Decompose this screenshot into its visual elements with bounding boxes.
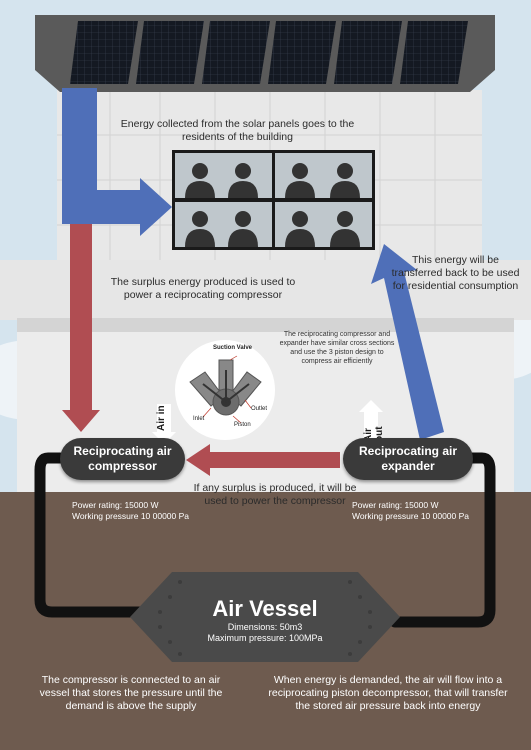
solar-panels <box>70 21 468 84</box>
red-arrow-to-compressor <box>62 224 100 432</box>
transferred-back-text: This energy will be transferred back to … <box>391 254 520 292</box>
red-arrow-surplus <box>186 444 340 476</box>
air-vessel-shape <box>130 572 400 662</box>
expander-power: Power rating: 15000 W <box>352 500 439 510</box>
air-in-arrow-icon <box>152 404 176 444</box>
vessel-dimensions: Dimensions: 50m3 <box>227 622 303 632</box>
label-suction-valve: Suction Valve <box>213 345 253 351</box>
vessel-title: Air Vessel <box>212 596 318 621</box>
piston-note-text: The reciprocating compressor and expande… <box>279 331 395 365</box>
expander-title: Reciprocating air expander <box>358 444 458 473</box>
energy-demanded-text: When energy is demanded, the air will fl… <box>268 674 508 712</box>
blue-arrow-back-to-building <box>371 244 444 440</box>
compressor-pressure: Working pressure 10 00000 Pa <box>72 511 190 521</box>
expander-pill: Reciprocating air expander <box>343 438 473 480</box>
surplus-loop-text: If any surplus is produced, it will be u… <box>193 482 357 507</box>
blue-arrow-to-residents <box>62 88 172 236</box>
residents-people-icon <box>175 153 372 247</box>
label-piston: Piston <box>234 422 251 428</box>
compressor-power: Power rating: 15000 W <box>72 500 159 510</box>
label-inlet: Inlet <box>193 416 205 422</box>
air-out-arrow-icon <box>359 400 383 444</box>
piston-cross-section-icon <box>189 355 262 424</box>
label-outlet: Outlet <box>251 406 268 412</box>
piston-diagram <box>175 340 275 440</box>
vessel-max-pressure: Maximum pressure: 100MPa <box>207 633 323 643</box>
surplus-energy-text: The surplus energy produced is used to p… <box>110 276 296 301</box>
compressor-title: Reciprocating air compressor <box>73 444 172 473</box>
expander-pressure: Working pressure 10 00000 Pa <box>352 511 470 521</box>
compressor-connected-text: The compressor is connected to an air ve… <box>39 674 223 712</box>
residents-grid <box>172 150 375 250</box>
energy-collected-text: Energy collected from the solar panels g… <box>120 118 355 143</box>
compressor-pill: Reciprocating air compressor <box>60 438 185 480</box>
